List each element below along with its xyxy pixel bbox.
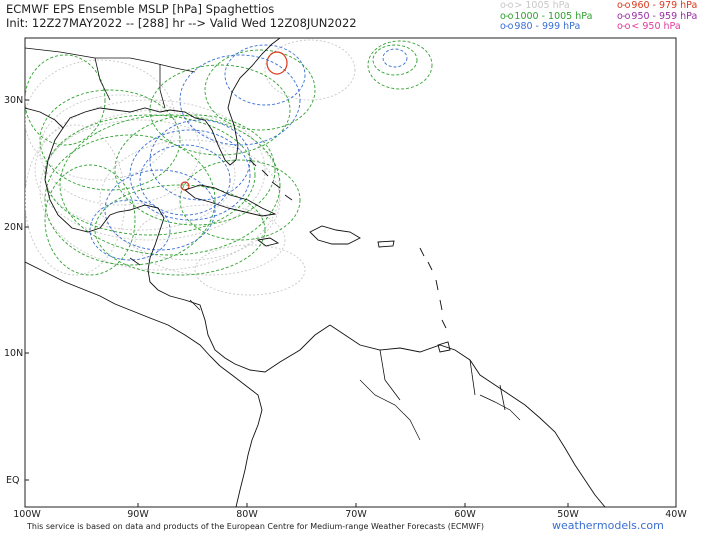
- legend-marker-icon: o-o: [617, 0, 630, 11]
- x-axis-labels: 100W 90W 80W 70W 60W 50W 40W: [13, 509, 687, 520]
- legend-label: 950 - 959 hPa: [631, 10, 698, 22]
- map-title: ECMWF EPS Ensemble MSLP [hPa] Spaghettio…: [6, 2, 357, 30]
- legend-marker-icon: o-o: [500, 0, 513, 11]
- y-tick-10n: 10N: [4, 348, 23, 359]
- legend-marker-icon: o-o: [617, 10, 630, 22]
- contours-1000-1005: [25, 40, 433, 276]
- x-tick-90w: 90W: [127, 509, 149, 520]
- contours-980-999: [89, 44, 408, 261]
- y-axis-labels: 30N 20N 10N EQ: [4, 95, 23, 486]
- x-tick-100w: 100W: [13, 509, 41, 520]
- brand-link[interactable]: weathermodels.com: [552, 519, 664, 532]
- x-tick-70w: 70W: [345, 509, 367, 520]
- credit-text: This service is based on data and produc…: [27, 522, 485, 531]
- low-center-atlantic: [266, 51, 288, 75]
- y-tick-eq: EQ: [6, 475, 19, 486]
- title-line-2: Init: 12Z27MAY2022 -- [288] hr --> Valid…: [6, 16, 357, 30]
- legend-item-1000-1005: o-o 1000 - 1005 hPa: [500, 10, 593, 23]
- x-tick-40w: 40W: [665, 509, 687, 520]
- axis-ticks: [25, 99, 569, 507]
- legend-label: > 1005 hPa: [514, 0, 570, 11]
- x-tick-60w: 60W: [454, 509, 476, 520]
- coastlines: [25, 38, 606, 507]
- legend-column-2: o-o 960 - 979 hPa o-o 950 - 959 hPa o-o < 9…: [617, 0, 698, 33]
- legend-column-1: o-o > 1005 hPa o-o 1000 - 1005 hPa o-o 980 …: [500, 0, 593, 33]
- x-tick-50w: 50W: [557, 509, 579, 520]
- legend-marker-icon: o-o: [617, 21, 630, 32]
- borders: [25, 47, 506, 411]
- legend-marker-icon: o-o: [500, 10, 513, 22]
- y-tick-30n: 30N: [4, 95, 23, 106]
- legend-item-below-950: o-o < 950 hPa: [617, 21, 697, 33]
- title-line-1: ECMWF EPS Ensemble MSLP [hPa] Spaghettio…: [6, 2, 275, 16]
- legend-item-above-1005: o-o > 1005 hPa: [500, 0, 592, 12]
- legend-item-950-959: o-o 950 - 959 hPa: [617, 10, 698, 23]
- legend-label: < 950 hPa: [631, 21, 681, 32]
- legend-item-980-999: o-o 980 - 999 hPa: [500, 21, 592, 33]
- legend-label: 1000 - 1005 hPa: [514, 10, 593, 22]
- x-tick-80w: 80W: [236, 509, 258, 520]
- contours-above-1005: [25, 39, 356, 296]
- plot-frame: [24, 37, 677, 508]
- legend-label: 960 - 979 hPa: [631, 0, 698, 11]
- legend-marker-icon: o-o: [500, 21, 513, 32]
- y-tick-20n: 20N: [4, 222, 23, 233]
- legend-item-960-979: o-o 960 - 979 hPa: [617, 0, 698, 12]
- legend-label: 980 - 999 hPa: [514, 21, 581, 32]
